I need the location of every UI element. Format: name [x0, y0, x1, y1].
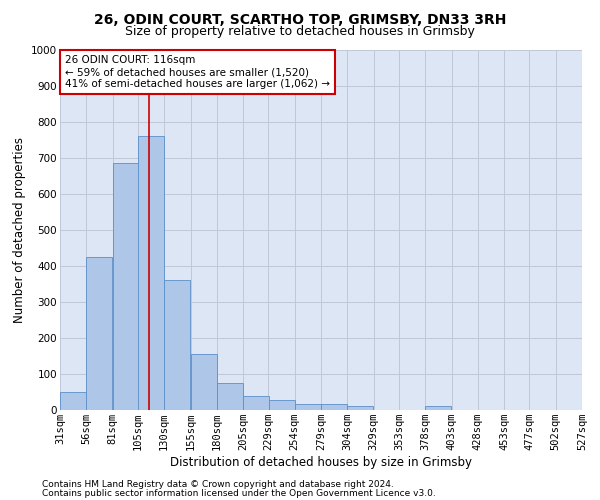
Text: 26 ODIN COURT: 116sqm
← 59% of detached houses are smaller (1,520)
41% of semi-d: 26 ODIN COURT: 116sqm ← 59% of detached …: [65, 56, 330, 88]
Bar: [425, 406, 451, 410]
Bar: [295, 404, 321, 410]
Text: Contains HM Land Registry data © Crown copyright and database right 2024.: Contains HM Land Registry data © Crown c…: [42, 480, 394, 489]
Bar: [321, 404, 347, 410]
Bar: [60, 392, 86, 410]
X-axis label: Distribution of detached houses by size in Grimsby: Distribution of detached houses by size …: [170, 456, 472, 469]
Bar: [191, 354, 217, 410]
Bar: [164, 280, 190, 410]
Bar: [138, 136, 164, 410]
Bar: [217, 383, 243, 410]
Text: 26, ODIN COURT, SCARTHO TOP, GRIMSBY, DN33 3RH: 26, ODIN COURT, SCARTHO TOP, GRIMSBY, DN…: [94, 12, 506, 26]
Y-axis label: Number of detached properties: Number of detached properties: [13, 137, 26, 323]
Bar: [347, 406, 373, 410]
Bar: [269, 400, 295, 410]
Text: Contains public sector information licensed under the Open Government Licence v3: Contains public sector information licen…: [42, 488, 436, 498]
Bar: [243, 396, 269, 410]
Bar: [113, 164, 139, 410]
Bar: [86, 257, 112, 410]
Text: Size of property relative to detached houses in Grimsby: Size of property relative to detached ho…: [125, 25, 475, 38]
